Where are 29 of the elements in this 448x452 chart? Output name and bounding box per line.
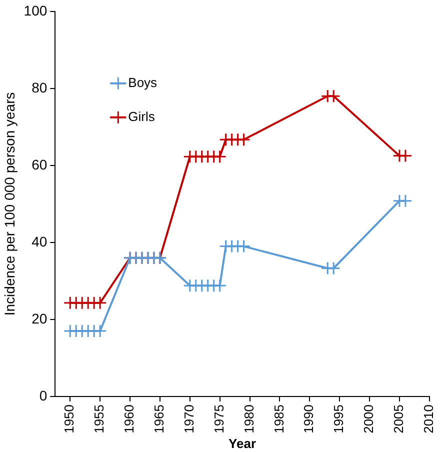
point [398,194,412,208]
x-tick-label: 1950 [62,404,77,434]
x-tick-label: 1975 [211,404,226,434]
x-tick-label: 1955 [92,404,107,434]
x-tick-label: 1995 [331,404,346,434]
legend-label: Girls [128,108,156,124]
legend-label: Boys [128,74,158,90]
x-tick-label: 1960 [122,404,137,434]
point [326,89,340,103]
y-tick-label: 20 [32,310,48,326]
y-tick-label: 60 [32,156,48,172]
y-tick-label: 100 [24,2,48,18]
x-tick-label: 1970 [181,404,196,434]
y-tick-label: 80 [32,79,48,96]
x-tick-label: 2000 [361,404,376,434]
x-tick-label: 1980 [241,404,256,434]
y-tick-label: 0 [39,387,48,404]
x-tick-label: 2005 [391,404,406,434]
y-tick-label: 40 [32,233,48,250]
x-tick-label: 2010 [420,404,436,434]
y-axis-title: Incidence per 100 000 person years [1,92,18,316]
point [213,150,227,164]
point [237,132,251,146]
x-tick-label: 1985 [271,404,286,434]
point [93,296,107,310]
point [213,278,227,292]
x-axis-title: Year [228,436,256,451]
x-tick-label: 1990 [301,404,316,434]
x-tick-label: 1965 [152,404,167,434]
